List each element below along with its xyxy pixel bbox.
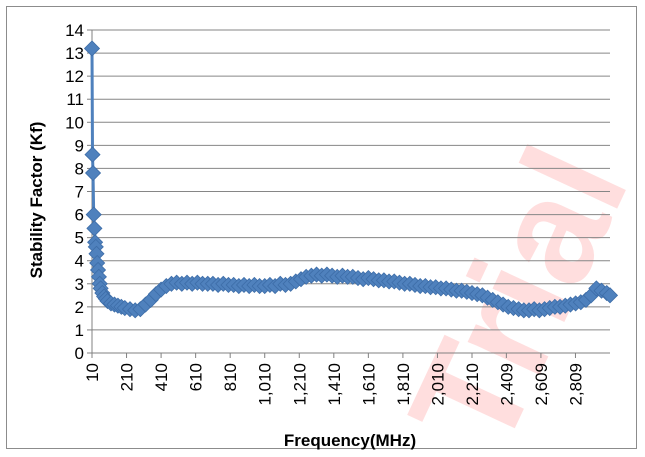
data-markers	[83, 40, 619, 319]
x-tick-label: 2,010	[428, 363, 447, 406]
y-tick-label: 14	[65, 21, 84, 40]
x-tick-label: 410	[152, 363, 171, 391]
x-tick-label: 1,810	[394, 363, 413, 406]
x-tick-label: 2,210	[463, 363, 482, 406]
y-tick-label: 13	[65, 44, 84, 63]
data-point-marker	[601, 287, 619, 304]
data-point-marker	[83, 40, 101, 57]
data-point-marker	[84, 146, 101, 163]
data-point-marker	[84, 164, 102, 182]
gridlines	[92, 29, 610, 331]
y-tick-label: 11	[66, 90, 84, 109]
x-tick-label: 10	[83, 363, 102, 382]
y-axis-title: Stability Factor (Kf)	[27, 122, 46, 279]
y-tick-label: 6	[75, 206, 84, 225]
x-tick-label: 1,610	[359, 363, 378, 406]
y-tick-label: 7	[75, 183, 84, 202]
y-tick-label: 10	[65, 113, 84, 132]
y-tick-label: 4	[75, 252, 84, 271]
x-tick-label: 2,609	[532, 363, 551, 406]
x-axis-ticks: 10 210 410 610 810 1,010 1,210 1,410 1,610 1,810 2…	[83, 353, 585, 406]
chart-frame	[6, 6, 637, 449]
y-tick-label: 1	[75, 321, 84, 340]
data-point-marker	[85, 206, 102, 223]
y-tick-label: 9	[75, 136, 84, 155]
y-tick-label: 5	[75, 229, 84, 248]
y-tick-label: 2	[75, 298, 84, 317]
x-tick-label: 2,809	[566, 363, 585, 406]
x-tick-label: 610	[187, 363, 206, 391]
x-tick-label: 1,410	[325, 363, 344, 406]
x-tick-label: 1,010	[256, 363, 275, 406]
y-tick-label: 0	[75, 344, 84, 363]
x-tick-label: 210	[118, 363, 137, 391]
y-tick-label: 12	[65, 67, 84, 86]
x-tick-label: 1,210	[290, 363, 309, 406]
y-tick-label: 8	[75, 159, 84, 178]
x-tick-label: 2,409	[497, 363, 516, 406]
x-axis-title: Frequency(MHz)	[284, 431, 416, 450]
x-tick-label: 810	[221, 363, 240, 391]
data-point-marker	[86, 220, 103, 237]
y-tick-label: 3	[75, 275, 84, 294]
